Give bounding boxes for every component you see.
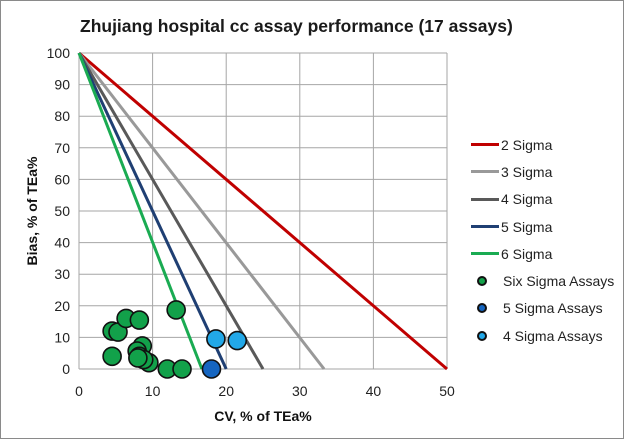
legend-line-swatch-icon [471,197,499,201]
y-tick-label: 100 [47,45,71,61]
x-tick-label: 50 [439,383,455,399]
data-point-six-sigma-assays [102,346,122,367]
data-point-six-sigma-assays [172,359,192,379]
legend-line-swatch-icon [471,252,499,256]
y-axis-label: Bias, % of TEa% [24,156,40,265]
x-tick-label: 30 [292,383,308,399]
x-tick-label: 0 [75,383,83,399]
y-tick-label: 90 [54,77,70,93]
x-tick-label: 20 [218,383,234,399]
y-tick-label: 0 [62,361,70,377]
legend-item-six-sigma-assays: Six Sigma Assays [471,267,614,294]
y-tick-label: 20 [54,298,70,314]
data-point-5-sigma-assays [201,359,222,379]
legend-dot-swatch-icon [477,330,487,341]
x-axis-label: CV, % of TEa% [214,408,312,424]
sigma-line-2-sigma [78,51,448,371]
legend: 2 Sigma 3 Sigma 4 Sigma 5 Sigma 6 Sigma Six S… [471,131,614,349]
legend-label: 6 Sigma [501,245,553,262]
x-tick-label: 40 [366,383,382,399]
legend-label: 4 Sigma Assays [503,327,603,344]
legend-item-4-sigma: 4 Sigma [471,186,614,213]
legend-label: 3 Sigma [501,163,553,180]
legend-dot-swatch-icon [477,276,487,287]
data-point-six-sigma-assays [166,300,186,320]
legend-label: 2 Sigma [501,136,553,153]
legend-item-5-sigma-assays: 5 Sigma Assays [471,295,614,322]
y-tick-label: 70 [54,140,70,156]
data-point-4-sigma-assays [206,329,226,349]
y-tick-label: 80 [54,108,70,124]
legend-label: 5 Sigma [501,218,553,235]
legend-item-5-sigma: 5 Sigma [471,213,614,240]
chart-title: Zhujiang hospital cc assay performance (… [80,16,513,36]
y-tick-label: 40 [54,235,70,251]
y-tick-label: 30 [54,266,70,282]
y-tick-label: 10 [54,329,70,345]
sigma-line-4-sigma [77,52,265,370]
legend-label: Six Sigma Assays [503,273,615,290]
x-tick-label: 10 [145,383,161,399]
sigma-line-3-sigma [77,52,326,370]
gridlines [78,52,448,370]
legend-item-6-sigma: 6 Sigma [471,240,614,267]
legend-item-4-sigma-assays: 4 Sigma Assays [471,322,614,349]
y-tick-label: 50 [54,203,70,219]
legend-item-2-sigma: 2 Sigma [471,131,614,158]
legend-label: 4 Sigma [501,191,553,208]
legend-line-swatch-icon [471,170,499,174]
data-point-4-sigma-assays [227,330,248,351]
legend-label: 5 Sigma Assays [503,300,603,317]
data-point-six-sigma-assays [128,348,148,368]
data-point-six-sigma-assays [129,310,150,330]
legend-line-swatch-icon [471,143,499,147]
legend-item-3-sigma: 3 Sigma [471,158,614,185]
legend-dot-swatch-icon [477,303,487,314]
legend-line-swatch-icon [471,225,499,229]
y-tick-label: 60 [54,171,70,187]
sigma-line-5-sigma [77,52,228,370]
